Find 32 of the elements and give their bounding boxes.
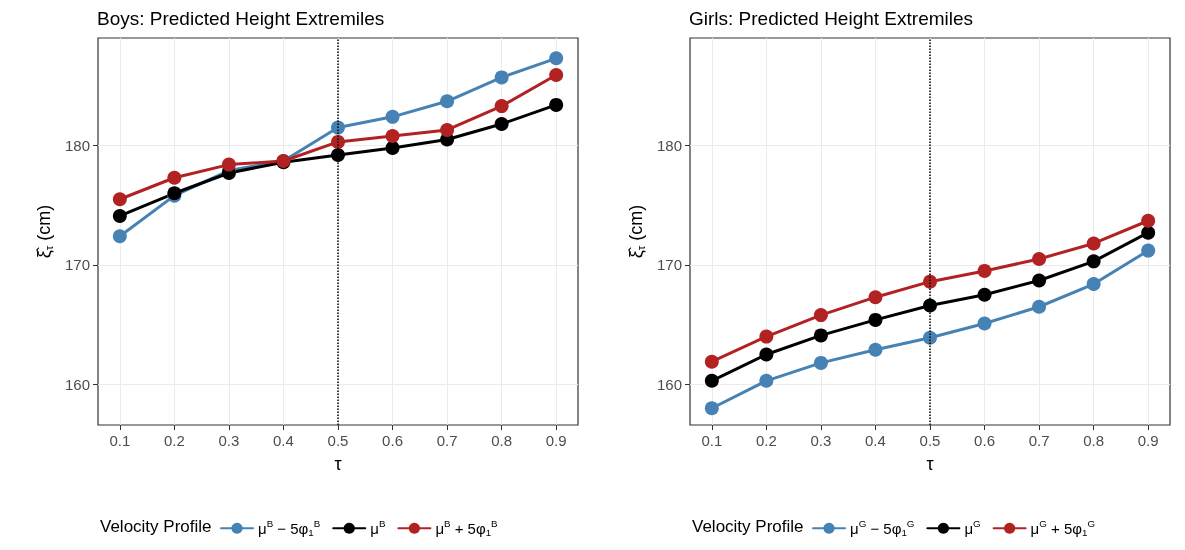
x-tick-label: 0.2 (163, 432, 185, 449)
x-tick-label: 0.4 (273, 432, 294, 449)
x-tick-label: 0.5 (919, 432, 941, 449)
x-tick-label: 0.8 (1083, 432, 1105, 449)
legend-title: Velocity Profile (100, 517, 212, 536)
x-tick-label: 0.1 (701, 432, 723, 449)
chart-title: Girls: Predicted Height Extremiles (689, 8, 974, 29)
x-tick-label: 0.1 (109, 432, 131, 449)
x-tick-label: 0.3 (810, 432, 832, 449)
chart-title: Boys: Predicted Height Extremiles (97, 8, 385, 29)
y-axis-title: ξ̂τ (cm) (33, 204, 55, 259)
y-tick-label: 160 (64, 375, 90, 393)
x-tick-label: 0.9 (545, 432, 567, 449)
x-tick-label: 0.4 (865, 432, 886, 449)
x-tick-label: 0.9 (1137, 432, 1159, 449)
y-axis-title: ξ̂τ (cm) (625, 204, 647, 259)
y-tick-label: 180 (64, 137, 90, 154)
x-tick-label: 0.2 (755, 432, 777, 449)
x-tick-label: 0.3 (218, 432, 240, 449)
x-tick-label: 0.6 (382, 432, 403, 449)
x-tick-label: 0.8 (491, 432, 513, 449)
x-tick-label: 0.7 (436, 432, 458, 449)
x-axis-title: τ (926, 454, 934, 474)
y-tick-label: 160 (656, 375, 682, 393)
legend-title: Velocity Profile (692, 517, 804, 536)
x-tick-label: 0.7 (1028, 432, 1050, 449)
x-tick-label: 0.6 (974, 432, 995, 449)
x-axis-title: τ (334, 454, 342, 474)
y-tick-label: 170 (64, 256, 90, 274)
y-tick-label: 180 (656, 137, 682, 154)
y-tick-label: 170 (656, 256, 682, 274)
x-tick-label: 0.5 (327, 432, 349, 449)
